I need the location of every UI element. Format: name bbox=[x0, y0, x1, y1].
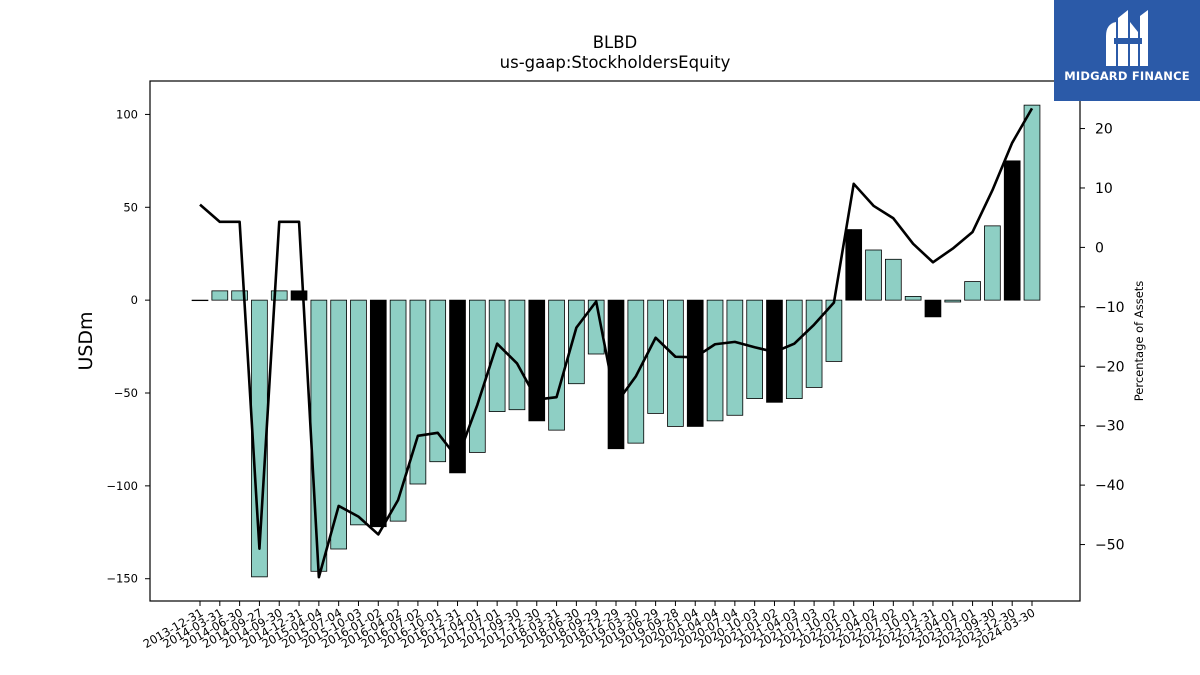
bar-2018-09-29 bbox=[587, 299, 605, 355]
bar-2016-10-01 bbox=[429, 299, 447, 463]
chart-subtitle: us-gaap:StockholdersEquity bbox=[500, 53, 731, 72]
y-tick-label: 0 bbox=[131, 293, 138, 307]
bar-2022-12-31 bbox=[924, 299, 942, 318]
y2-axis-label: Percentage of Assets bbox=[1132, 281, 1146, 402]
y-tick-label: 100 bbox=[116, 107, 138, 121]
bar-2016-12-31 bbox=[449, 299, 466, 474]
bar-2014-12-31 bbox=[290, 290, 308, 301]
chart-title: BLBD bbox=[593, 33, 638, 52]
bars-group bbox=[191, 104, 1041, 578]
bar-2015-04-04 bbox=[310, 299, 328, 572]
y2-tick-label: 0 bbox=[1095, 240, 1104, 256]
bar-2023-12-30 bbox=[1003, 160, 1021, 301]
bar-2023-09-30 bbox=[984, 225, 1001, 301]
y2-tick-label: −50 bbox=[1095, 538, 1125, 554]
bar-2015-07-04 bbox=[330, 299, 347, 550]
bar-2019-09-28 bbox=[667, 299, 684, 427]
bar-2016-04-02 bbox=[389, 299, 407, 522]
bar-2020-07-04 bbox=[726, 299, 744, 416]
bar-2020-01-04 bbox=[686, 299, 704, 427]
brand-name: MIDGARD FINANCE bbox=[1064, 69, 1190, 83]
y-axis-left: −150 −100 −50 0 50 100 bbox=[106, 107, 150, 586]
bar-2016-01-02 bbox=[369, 299, 387, 528]
y2-tick-label: 10 bbox=[1095, 181, 1113, 197]
bar-2017-09-30 bbox=[508, 299, 526, 411]
line-group bbox=[199, 107, 1034, 579]
y-tick-label: −100 bbox=[106, 479, 138, 493]
bar-2018-03-31 bbox=[548, 299, 565, 431]
y2-tick-label: −40 bbox=[1095, 478, 1125, 494]
bar-2017-04-01 bbox=[469, 299, 486, 453]
bar-2022-04-02 bbox=[865, 249, 882, 301]
y2-tick-label: −20 bbox=[1095, 359, 1125, 375]
logo-mark-icon bbox=[1106, 10, 1148, 66]
bar-2016-07-02 bbox=[409, 299, 427, 485]
bar-2014-06-30 bbox=[231, 290, 248, 301]
bar-2019-06-29 bbox=[647, 299, 664, 414]
y-axis-right: −50 −40 −30 −20 −10 0 10 20 bbox=[1080, 122, 1125, 554]
y-tick-label: −150 bbox=[106, 572, 138, 586]
y-tick-label: 50 bbox=[123, 200, 138, 214]
bar-2018-12-29 bbox=[607, 299, 625, 450]
y2-tick-label: −30 bbox=[1095, 419, 1125, 435]
y2-tick-label: 20 bbox=[1095, 122, 1113, 138]
bar-2021-07-03 bbox=[805, 299, 823, 388]
bar-2023-04-01 bbox=[944, 299, 962, 303]
plot-frame bbox=[149, 80, 1081, 602]
y2-tick-label: −10 bbox=[1095, 300, 1125, 316]
bar-2022-01-01 bbox=[845, 229, 863, 301]
bar-2024-03-30 bbox=[1023, 104, 1041, 301]
bar-2013-12-31 bbox=[191, 299, 209, 302]
midgard-finance-logo: MIDGARD FINANCE bbox=[1054, 0, 1200, 101]
bar-2015-10-03 bbox=[350, 299, 367, 526]
percentage-line bbox=[199, 107, 1034, 579]
bar-2014-09-30 bbox=[270, 290, 288, 301]
bar-2019-03-30 bbox=[627, 299, 645, 444]
bar-2022-07-02 bbox=[885, 258, 902, 301]
bar-2018-06-30 bbox=[568, 299, 585, 385]
x-axis: 2013-12-312014-03-312014-06-302014-09-27… bbox=[141, 601, 1038, 651]
bar-2017-07-01 bbox=[488, 299, 506, 412]
bar-2022-10-01 bbox=[904, 296, 922, 301]
bar-2017-12-30 bbox=[528, 299, 546, 422]
bar-2020-04-04 bbox=[706, 299, 724, 422]
bar-2023-07-01 bbox=[964, 281, 981, 301]
y-axis-label: USDm bbox=[75, 311, 97, 370]
y-tick-label: −50 bbox=[114, 386, 138, 400]
bar-2014-03-31 bbox=[211, 290, 229, 301]
bar-2021-04-03 bbox=[785, 299, 803, 399]
